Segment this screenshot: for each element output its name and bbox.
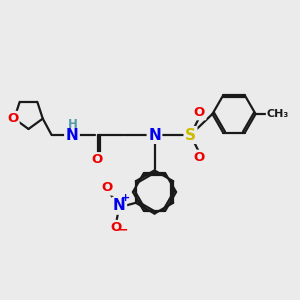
Text: O: O	[102, 181, 113, 194]
Text: N: N	[66, 128, 78, 142]
Text: CH₃: CH₃	[267, 109, 289, 119]
Text: O: O	[194, 151, 205, 164]
Text: −: −	[118, 223, 128, 236]
Text: N: N	[148, 128, 161, 142]
Text: S: S	[185, 128, 196, 142]
Text: O: O	[111, 221, 122, 234]
Text: O: O	[92, 153, 103, 167]
Text: O: O	[7, 112, 18, 125]
Text: +: +	[121, 193, 130, 203]
Text: N: N	[113, 198, 126, 213]
Text: O: O	[194, 106, 205, 119]
Text: H: H	[68, 118, 78, 131]
